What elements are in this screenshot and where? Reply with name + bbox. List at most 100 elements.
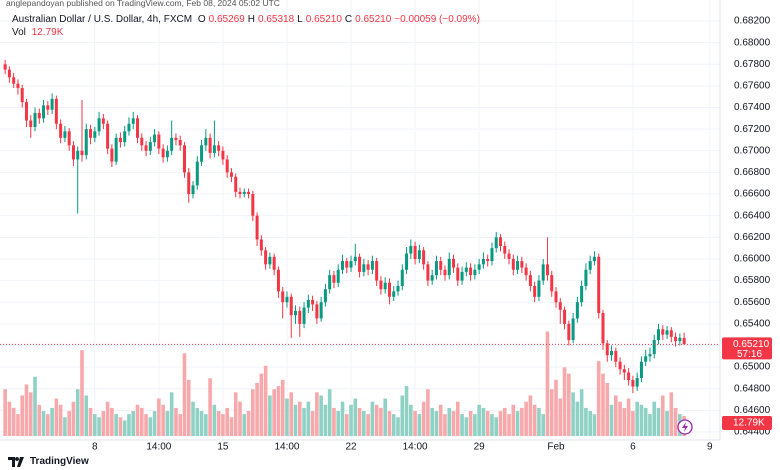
volume-bar xyxy=(165,411,170,436)
volume-bar xyxy=(409,404,413,436)
volume-bar xyxy=(614,395,618,436)
candle-body xyxy=(123,131,127,143)
candle-body xyxy=(456,267,460,281)
volume-bar xyxy=(464,417,469,436)
candle-body xyxy=(16,83,20,89)
x-tick-label: 15 xyxy=(217,442,229,453)
candle-body xyxy=(208,137,212,153)
candle-body xyxy=(358,256,362,272)
candle-body xyxy=(669,330,673,337)
x-tick-label: 6 xyxy=(630,442,636,453)
volume-bar xyxy=(110,407,114,436)
candle-body xyxy=(268,256,272,265)
volume-bar xyxy=(204,414,208,436)
volume-bar xyxy=(558,398,563,436)
volume-bar xyxy=(7,401,12,436)
candle-body xyxy=(24,102,28,121)
volume-bar xyxy=(370,401,375,436)
candle-body xyxy=(400,269,404,286)
volume-bar xyxy=(344,414,349,436)
candle-body xyxy=(580,285,584,303)
candle-body xyxy=(387,282,391,297)
volume-bar xyxy=(451,411,456,436)
candle-body xyxy=(665,330,669,335)
volume-bar xyxy=(648,414,652,436)
volume-bar xyxy=(549,389,554,436)
candle-body xyxy=(516,261,520,270)
candle-body xyxy=(674,336,678,342)
volume-bar xyxy=(639,404,644,436)
candle-body xyxy=(558,302,562,310)
volume-bar xyxy=(669,392,674,436)
volume-bar xyxy=(336,411,341,436)
candle-body xyxy=(63,131,67,138)
volume-bar xyxy=(28,392,33,436)
volume-bar xyxy=(601,373,605,436)
volume-bar xyxy=(191,401,195,436)
candle-body xyxy=(97,118,101,132)
candle-body xyxy=(247,191,251,195)
volume-bar xyxy=(323,404,328,436)
volume-bar xyxy=(105,401,110,436)
volume-bar xyxy=(75,389,80,436)
volume-bar xyxy=(353,398,358,436)
volume-bar xyxy=(592,414,597,436)
volume-bar xyxy=(618,401,622,436)
volume-bar xyxy=(438,404,443,436)
candle-body xyxy=(144,145,148,151)
legend-value: 0.65210 xyxy=(305,14,342,25)
candle-body xyxy=(323,289,327,303)
candle-body xyxy=(3,64,7,70)
candle-body xyxy=(272,256,276,270)
candle-body xyxy=(366,264,370,270)
volume-bar xyxy=(631,411,635,436)
candle-body xyxy=(430,275,434,281)
candle-body xyxy=(537,280,541,297)
volume-bar xyxy=(417,414,422,436)
candle-body xyxy=(67,131,71,146)
volume-bar xyxy=(494,417,499,436)
volume-bar xyxy=(182,353,187,436)
candle-body xyxy=(635,377,639,387)
legend-key: C xyxy=(344,14,353,25)
volume-bar xyxy=(161,404,165,436)
candle-body xyxy=(37,112,41,119)
volume-bar xyxy=(251,389,255,436)
volume-bar xyxy=(485,411,490,436)
volume-bar xyxy=(276,386,281,436)
volume-bar xyxy=(174,407,178,436)
candle-body xyxy=(592,256,596,262)
candle-body xyxy=(12,77,16,84)
candle-body xyxy=(42,105,46,119)
volume-bar xyxy=(285,398,289,436)
candle-body xyxy=(503,245,507,254)
y-tick-label: 0.66400 xyxy=(734,210,771,221)
y-tick-label: 0.67400 xyxy=(734,102,771,113)
candle-body xyxy=(7,69,11,78)
candle-body xyxy=(396,285,400,292)
candle-body xyxy=(101,118,105,124)
candle-body xyxy=(276,269,280,292)
volume-bar xyxy=(507,414,511,436)
volume-bar xyxy=(652,401,657,436)
volume-bar xyxy=(169,392,174,436)
candle-body xyxy=(289,296,293,316)
candle-body xyxy=(533,285,537,297)
candle-body xyxy=(469,267,473,276)
candle-body xyxy=(178,139,182,146)
candle-body xyxy=(191,185,195,195)
countdown: 57:16 xyxy=(737,349,762,360)
volume-bar xyxy=(144,414,148,436)
candle-body xyxy=(610,350,614,356)
volume-bar xyxy=(571,392,575,436)
volume-bar xyxy=(660,395,665,436)
volume-bar xyxy=(67,411,71,436)
volume-bar xyxy=(157,398,161,436)
volume-bar xyxy=(11,407,16,436)
volume-bar xyxy=(643,407,648,436)
volume-bar xyxy=(379,407,383,436)
volume-bar xyxy=(383,398,387,436)
candle-body xyxy=(311,300,315,305)
y-tick-label: 0.67000 xyxy=(734,145,771,156)
